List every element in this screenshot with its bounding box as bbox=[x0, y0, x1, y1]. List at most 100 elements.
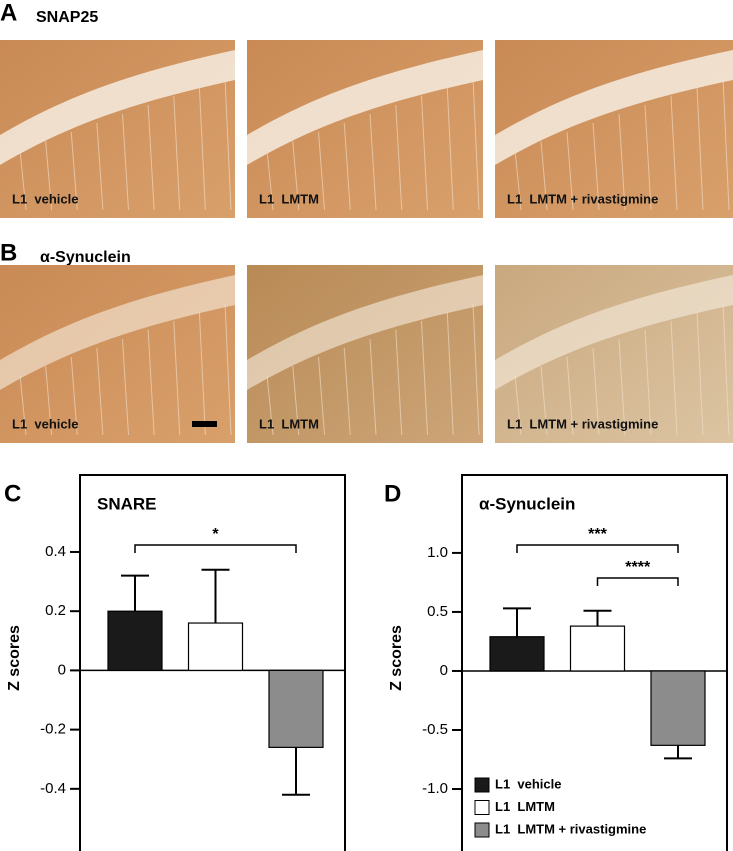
micrograph: L1 vehicle bbox=[0, 265, 235, 443]
dendrite bbox=[644, 329, 652, 436]
cell-layer bbox=[247, 275, 483, 390]
dendrite bbox=[198, 86, 206, 211]
legend-label: L1 LMTM bbox=[495, 799, 555, 814]
dendrite bbox=[266, 374, 274, 436]
cell-layer bbox=[495, 275, 733, 390]
legend-swatch bbox=[474, 800, 490, 815]
dendrite bbox=[122, 338, 129, 436]
micrograph: L1 vehicle bbox=[0, 40, 235, 218]
dendrite bbox=[343, 122, 351, 211]
dendrite bbox=[19, 149, 27, 211]
dendrite bbox=[421, 95, 428, 211]
chart-title: SNARE bbox=[97, 494, 157, 513]
significance-label: * bbox=[212, 526, 219, 543]
significance-bracket bbox=[516, 544, 679, 553]
dendrite bbox=[70, 131, 78, 211]
dendrite bbox=[696, 311, 704, 436]
bar bbox=[650, 670, 706, 746]
legend-label: L1 LMTM + rivastigmine bbox=[495, 821, 646, 836]
dendrite bbox=[446, 311, 454, 436]
dendrite bbox=[395, 104, 403, 211]
dendrite bbox=[173, 95, 181, 211]
micrograph: L1 LMTM + rivastigmine bbox=[495, 265, 733, 443]
panel-title: α-Synuclein bbox=[40, 249, 131, 266]
dendrite bbox=[318, 356, 325, 436]
image-label: L1 LMTM bbox=[259, 416, 319, 431]
dendrite bbox=[722, 77, 730, 211]
dendrite bbox=[369, 113, 377, 211]
dendrite bbox=[45, 365, 53, 436]
panel-title: SNAP25 bbox=[36, 9, 98, 26]
dendrite bbox=[266, 149, 274, 211]
cell-layer bbox=[0, 50, 235, 165]
dendrite bbox=[670, 320, 678, 436]
dendrite bbox=[318, 131, 325, 211]
panel-letter: D bbox=[384, 480, 401, 507]
y-tick-label: 0 bbox=[58, 661, 66, 678]
dendrite bbox=[514, 149, 522, 211]
dendrite bbox=[198, 311, 206, 436]
legend-label: L1 vehicle bbox=[495, 776, 561, 791]
cell-layer bbox=[247, 50, 483, 165]
dendrite bbox=[446, 86, 454, 211]
dendrite bbox=[45, 140, 53, 211]
y-tick-label: 0 bbox=[440, 662, 448, 679]
significance-bracket bbox=[596, 577, 679, 586]
dendrite bbox=[96, 347, 104, 436]
panel-letter: A bbox=[0, 0, 17, 26]
cell-layer bbox=[0, 275, 235, 390]
image-label: L1 LMTM + rivastigmine bbox=[507, 416, 658, 431]
error-bar bbox=[201, 568, 230, 624]
y-tick-label: 1.0 bbox=[427, 544, 448, 561]
image-label: L1 LMTM bbox=[259, 191, 319, 206]
micrograph: L1 LMTM + rivastigmine bbox=[495, 40, 733, 218]
scale-bar bbox=[192, 421, 217, 427]
dendrite bbox=[540, 365, 548, 436]
error-bar bbox=[282, 747, 310, 796]
dendrite bbox=[540, 140, 548, 211]
significance-label: **** bbox=[625, 559, 651, 576]
dendrite bbox=[224, 302, 232, 436]
legend-swatch bbox=[474, 822, 490, 838]
dendrite bbox=[147, 104, 155, 211]
image-label: L1 vehicle bbox=[12, 416, 78, 431]
dendrite bbox=[618, 113, 626, 211]
plot-frame bbox=[461, 474, 728, 851]
image-label: L1 vehicle bbox=[12, 191, 78, 206]
chart-title: α-Synuclein bbox=[479, 494, 575, 513]
dendrite bbox=[618, 338, 626, 436]
dendrite bbox=[224, 77, 232, 211]
y-tick-label: -0.4 bbox=[40, 780, 66, 797]
y-axis-label: Z scores bbox=[388, 625, 405, 691]
micrograph: L1 LMTM bbox=[247, 265, 483, 443]
error-bar bbox=[664, 745, 692, 760]
significance-bracket bbox=[134, 544, 297, 553]
dendrite bbox=[592, 122, 600, 211]
dendrite bbox=[173, 320, 181, 436]
y-axis-label: Z scores bbox=[6, 625, 23, 691]
error-bar bbox=[121, 574, 149, 612]
significance-label: *** bbox=[588, 526, 607, 543]
error-bar bbox=[503, 607, 531, 637]
dendrite bbox=[19, 374, 27, 436]
dendrite bbox=[70, 356, 78, 436]
dendrite bbox=[292, 140, 300, 211]
bar bbox=[569, 625, 626, 672]
error-bar bbox=[583, 609, 612, 627]
dendrite bbox=[472, 77, 480, 211]
dendrite bbox=[292, 365, 300, 436]
dendrite bbox=[122, 113, 129, 211]
y-tick-label: -1.0 bbox=[422, 780, 448, 797]
panel-letter: C bbox=[4, 480, 21, 507]
y-tick-label: 0.4 bbox=[45, 543, 66, 560]
bar bbox=[187, 622, 244, 672]
micrograph: L1 LMTM bbox=[247, 40, 483, 218]
dendrite bbox=[369, 338, 377, 436]
panel-letter: B bbox=[0, 239, 17, 266]
y-tick-label: -0.5 bbox=[422, 721, 448, 738]
dendrite bbox=[472, 302, 480, 436]
legend-swatch bbox=[474, 777, 490, 793]
dendrite bbox=[147, 329, 155, 436]
dendrite bbox=[722, 302, 730, 436]
